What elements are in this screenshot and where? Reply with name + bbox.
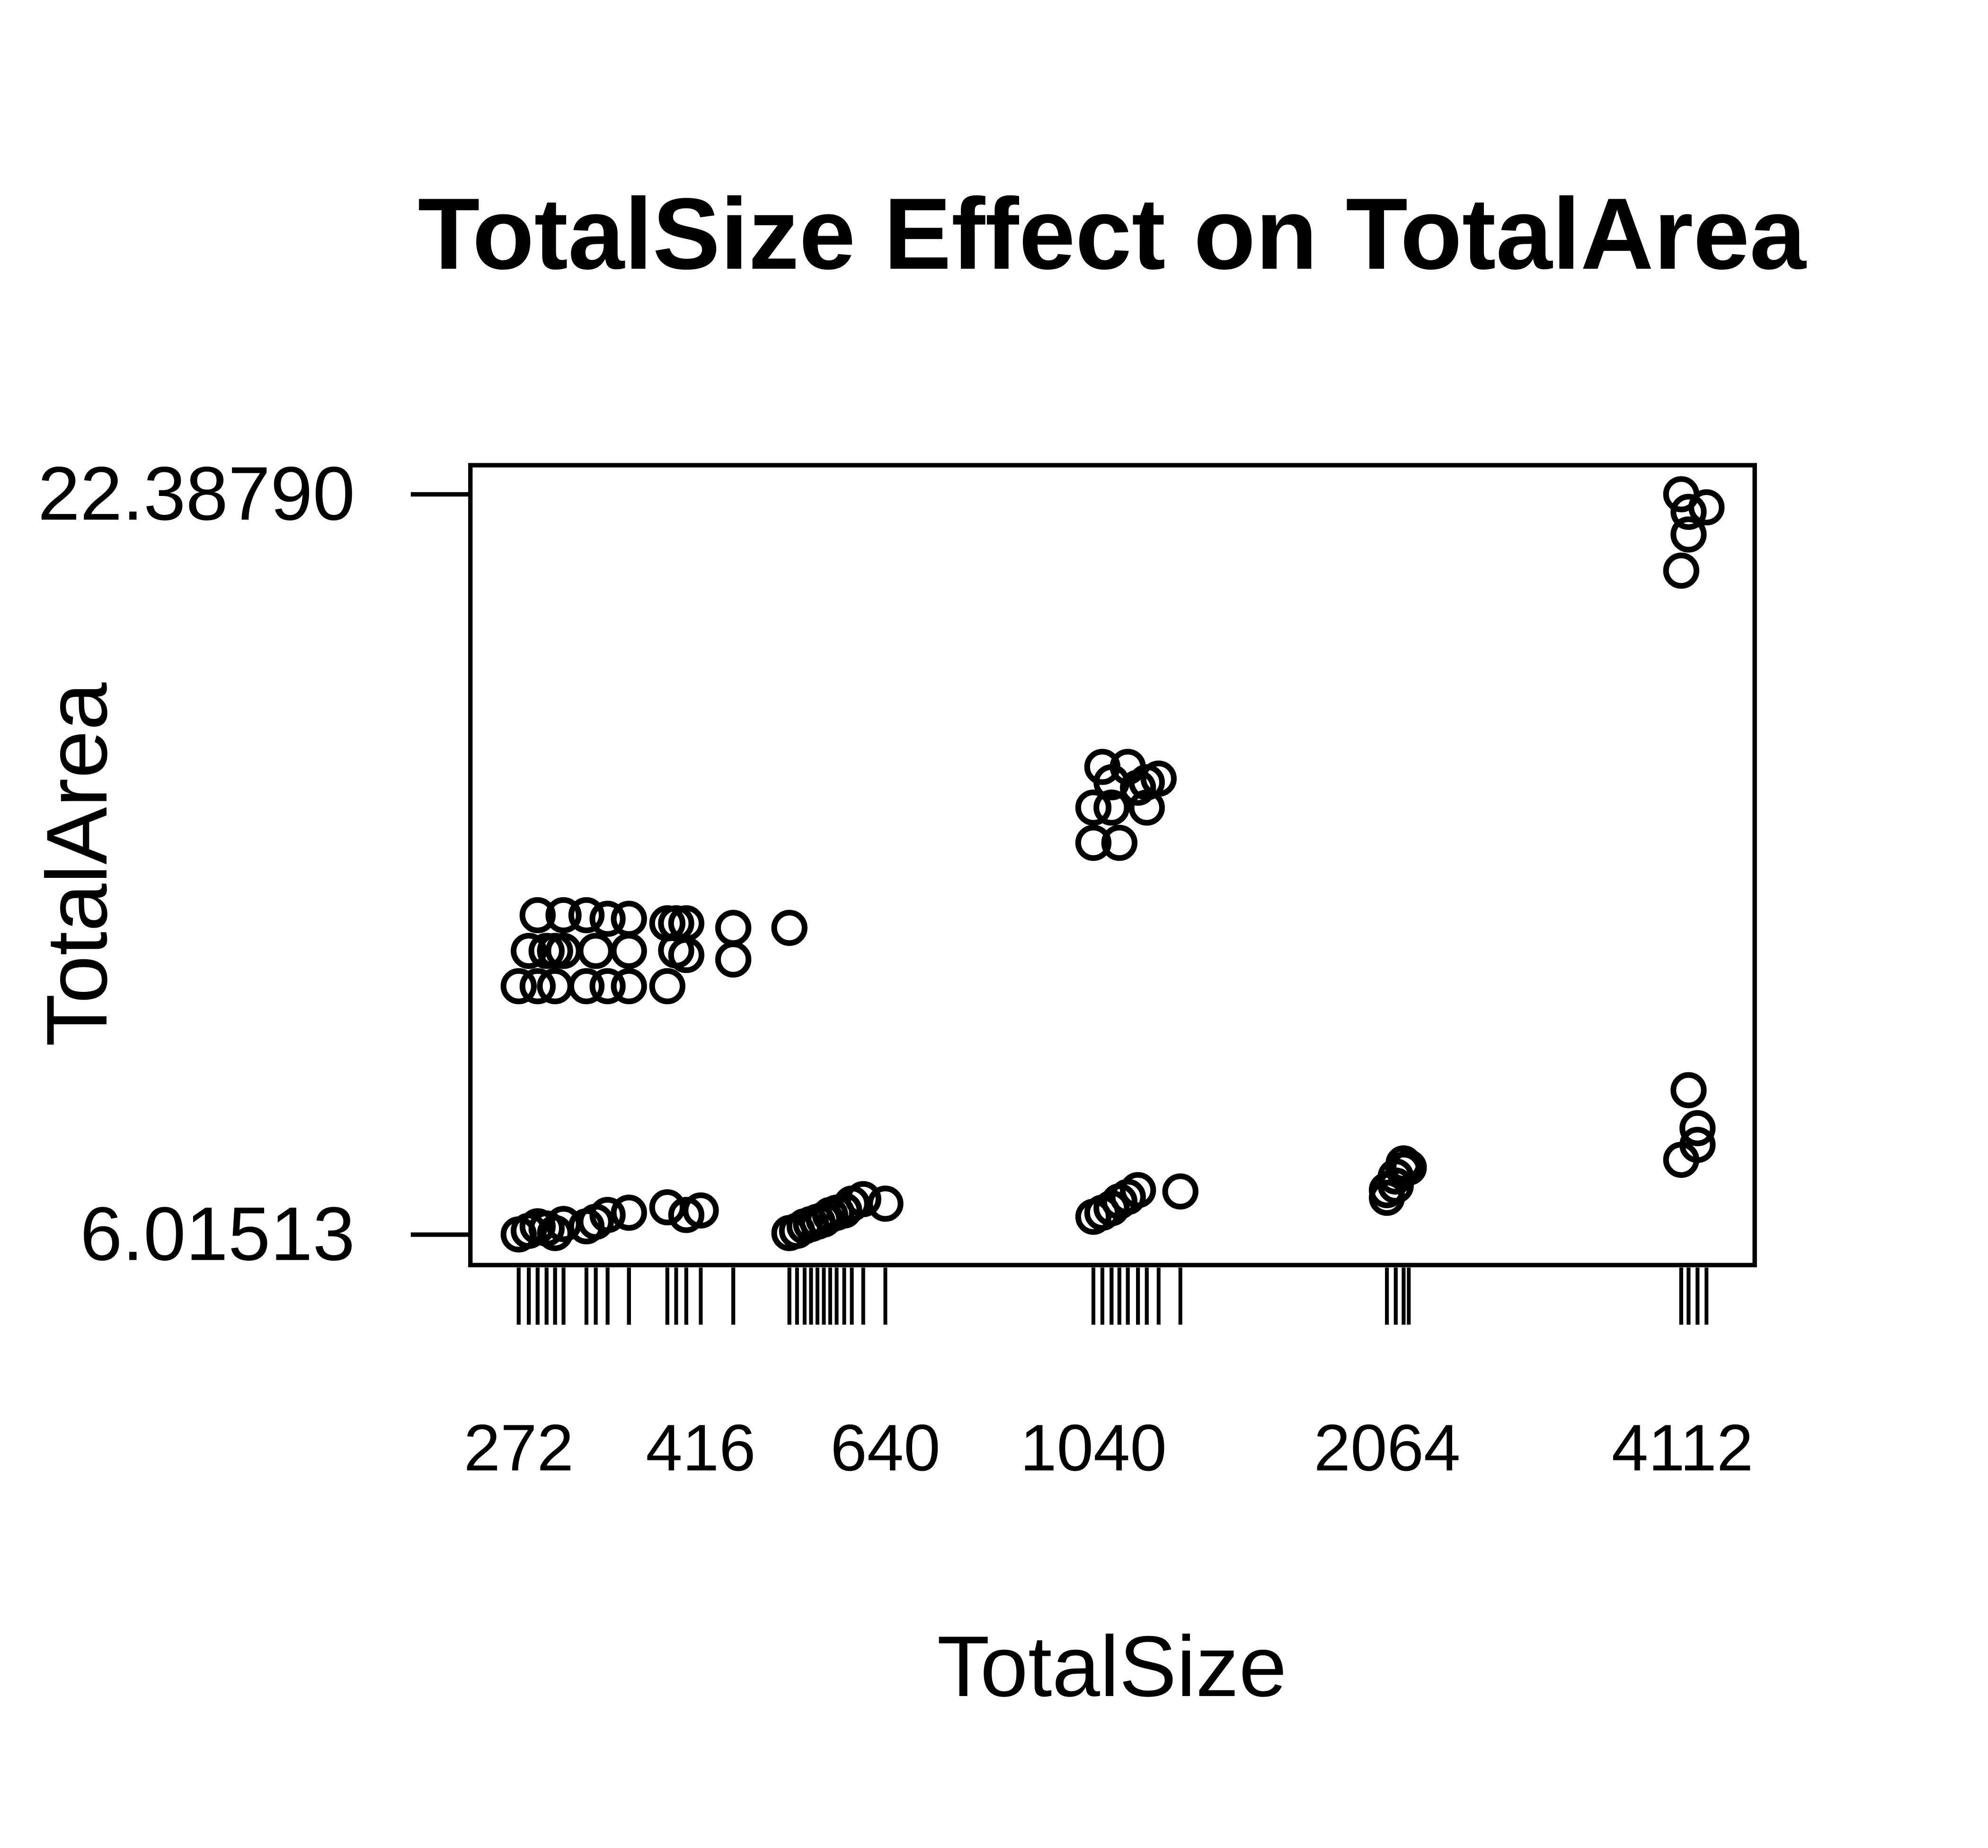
point — [611, 933, 647, 969]
x-tick-label: 640 — [830, 1411, 940, 1485]
point — [611, 968, 647, 1005]
point — [845, 1181, 881, 1218]
point — [519, 897, 556, 934]
point — [658, 905, 694, 942]
point — [589, 968, 626, 1005]
point — [1385, 1145, 1422, 1182]
point — [715, 910, 752, 946]
point — [545, 897, 582, 934]
point — [568, 897, 605, 934]
y-axis-label: TotalArea — [28, 682, 125, 1046]
x-tick-label: 2064 — [1314, 1411, 1461, 1485]
y-tick-label: 6.01513 — [80, 1192, 355, 1276]
point — [519, 968, 556, 1005]
point — [589, 1197, 626, 1233]
point — [1679, 1110, 1716, 1147]
point — [1128, 789, 1165, 826]
point — [668, 905, 705, 942]
point — [1140, 760, 1177, 797]
point — [668, 937, 705, 973]
point — [511, 933, 547, 969]
point — [1670, 494, 1707, 530]
point — [649, 1189, 686, 1226]
point — [611, 901, 647, 937]
point — [683, 1192, 719, 1229]
point — [867, 1185, 904, 1222]
point — [649, 968, 686, 1005]
point — [1679, 1127, 1716, 1163]
point — [715, 941, 752, 978]
chart-title: TotalSize Effect on TotalArea — [418, 177, 1807, 291]
point — [1075, 824, 1112, 861]
point — [611, 1194, 647, 1231]
point — [589, 901, 626, 937]
plot-frame — [468, 463, 1757, 1267]
point — [1391, 1149, 1427, 1186]
point — [1162, 1173, 1198, 1210]
point — [577, 933, 614, 969]
x-tick-label: 4112 — [1612, 1411, 1753, 1485]
point — [1663, 552, 1700, 589]
point — [1670, 516, 1707, 553]
point — [1075, 789, 1112, 826]
y-tick-label: 22.38790 — [38, 451, 355, 536]
x-tick-label: 416 — [646, 1411, 755, 1485]
x-tick-label: 1040 — [1020, 1411, 1167, 1485]
point — [1093, 789, 1130, 826]
x-axis-label: TotalSize — [937, 1618, 1287, 1715]
point — [826, 1192, 862, 1229]
x-tick-label: 272 — [464, 1411, 574, 1485]
point — [1688, 489, 1725, 526]
point — [771, 910, 808, 946]
point — [568, 968, 605, 1005]
point — [1670, 1072, 1707, 1108]
point — [500, 968, 537, 1005]
point — [1120, 1172, 1156, 1208]
point — [1101, 824, 1138, 861]
